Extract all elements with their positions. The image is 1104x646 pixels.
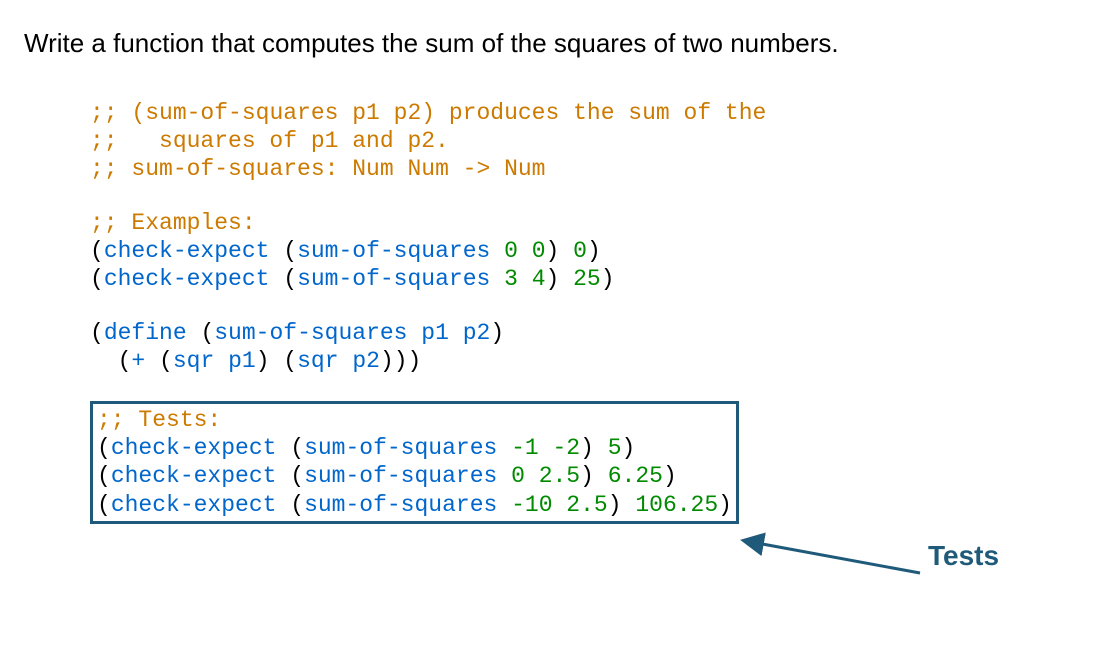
identifier: sum-of-squares <box>304 492 497 518</box>
identifier: sum-of-squares <box>304 463 497 489</box>
identifier: check-expect <box>111 463 277 489</box>
comment-line: ;; squares of p1 and p2. <box>90 127 1010 155</box>
comment-prefix: ;; <box>90 100 131 126</box>
identifier: sum-of-squares <box>304 435 497 461</box>
paren: ) <box>663 463 677 489</box>
check-expect-line: (check-expect (sum-of-squares -1 -2) 5) <box>97 434 732 462</box>
paren: ( <box>97 435 111 461</box>
identifier: check-expect <box>111 492 277 518</box>
paren: ) <box>256 348 270 374</box>
section-label: ;; Examples: <box>90 209 1010 237</box>
paren: ( <box>269 238 297 264</box>
paren: ) <box>622 435 636 461</box>
paren: ) <box>608 492 622 518</box>
blank-line <box>90 293 1010 319</box>
problem-prompt: Write a function that computes the sum o… <box>24 28 1084 59</box>
keyword: define <box>104 320 187 346</box>
check-expect-line: (check-expect (sum-of-squares -10 2.5) 1… <box>97 491 732 519</box>
page: Write a function that computes the sum o… <box>0 0 1104 646</box>
paren: ( <box>276 435 304 461</box>
arrow-icon <box>740 531 930 581</box>
number: 0 2.5 <box>497 463 580 489</box>
number: -1 -2 <box>497 435 580 461</box>
paren: ( <box>145 348 173 374</box>
identifier: sqr <box>297 348 338 374</box>
identifier: sum-of-squares <box>297 266 490 292</box>
blank-line <box>90 183 1010 209</box>
comment-text: sum-of-squares: Num Num -> Num <box>131 156 545 182</box>
check-expect-line: (check-expect (sum-of-squares 0 2.5) 6.2… <box>97 462 732 490</box>
identifier: p2 <box>339 348 380 374</box>
examples-label: ;; Examples: <box>90 210 256 236</box>
number: 6.25 <box>594 463 663 489</box>
paren: ( <box>187 320 215 346</box>
identifier: sum-of-squares <box>214 320 407 346</box>
comment-prefix: ;; <box>90 128 159 154</box>
tests-label: ;; Tests: <box>97 407 221 433</box>
number: 3 4 <box>490 266 545 292</box>
paren: ) <box>580 463 594 489</box>
number: -10 2.5 <box>497 492 607 518</box>
paren: ( <box>97 492 111 518</box>
blank-line <box>90 375 1010 401</box>
paren: ( <box>269 266 297 292</box>
paren: ))) <box>380 348 421 374</box>
operator: + <box>131 348 145 374</box>
define-line: (define (sum-of-squares p1 p2) <box>90 319 1010 347</box>
paren: ) <box>601 266 615 292</box>
identifier: sqr <box>173 348 214 374</box>
identifier: sum-of-squares <box>297 238 490 264</box>
code-block: ;; (sum-of-squares p1 p2) produces the s… <box>90 99 1010 524</box>
number: 106.25 <box>622 492 719 518</box>
number: 0 <box>559 238 587 264</box>
paren: ( <box>118 348 132 374</box>
identifier: check-expect <box>111 435 277 461</box>
paren: ) <box>718 492 732 518</box>
params: p1 p2 <box>407 320 490 346</box>
arrow-line <box>746 541 920 573</box>
comment-line: ;; sum-of-squares: Num Num -> Num <box>90 155 1010 183</box>
comment-text: squares of p1 and p2. <box>159 128 449 154</box>
check-expect-line: (check-expect (sum-of-squares 3 4) 25) <box>90 265 1010 293</box>
number: 0 0 <box>490 238 545 264</box>
number: 5 <box>594 435 622 461</box>
paren: ( <box>276 492 304 518</box>
check-expect-line: (check-expect (sum-of-squares 0 0) 0) <box>90 237 1010 265</box>
identifier: p1 <box>214 348 255 374</box>
comment-text: (sum-of-squares p1 p2) produces the sum … <box>131 100 766 126</box>
paren: ) <box>546 266 560 292</box>
paren: ( <box>97 463 111 489</box>
paren: ) <box>587 238 601 264</box>
paren: ) <box>490 320 504 346</box>
identifier: check-expect <box>104 238 270 264</box>
comment-line: ;; (sum-of-squares p1 p2) produces the s… <box>90 99 1010 127</box>
number: 25 <box>559 266 600 292</box>
paren: ) <box>580 435 594 461</box>
paren: ( <box>270 348 298 374</box>
paren: ( <box>90 320 104 346</box>
paren: ( <box>90 266 104 292</box>
annotation-label: Tests <box>928 539 999 573</box>
tests-box: ;; Tests: (check-expect (sum-of-squares … <box>90 401 739 523</box>
define-body-line: (+ (sqr p1) (sqr p2))) <box>90 347 1010 375</box>
paren: ) <box>546 238 560 264</box>
tests-annotation: Tests <box>740 531 999 581</box>
comment-prefix: ;; <box>90 156 131 182</box>
indent <box>90 348 118 374</box>
identifier: check-expect <box>104 266 270 292</box>
paren: ( <box>90 238 104 264</box>
paren: ( <box>276 463 304 489</box>
section-label: ;; Tests: <box>97 406 732 434</box>
